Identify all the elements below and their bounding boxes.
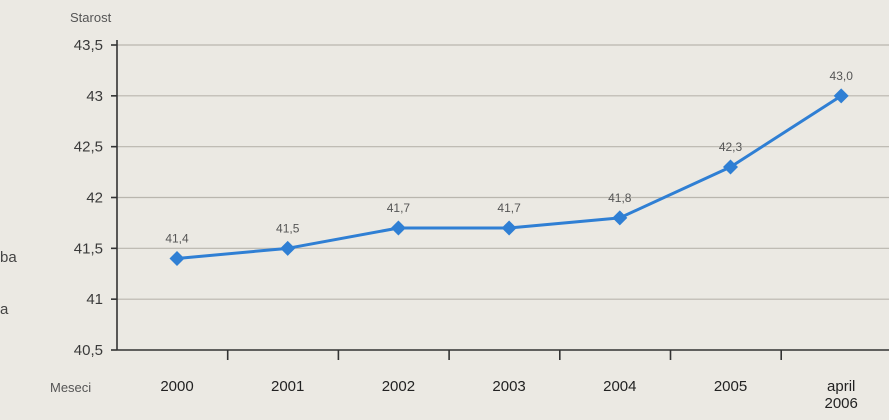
y-tick-labels: 40,5 41 41,5 42 42,5 43 43,5 — [74, 37, 103, 359]
cropped-text-fragment: ba — [0, 249, 17, 266]
x-tick-label: april 2006 — [825, 378, 858, 412]
x-tick-label: 2005 — [714, 378, 747, 395]
x-tick-label: 2001 — [271, 378, 304, 395]
y-tick-label: 43 — [86, 88, 103, 105]
data-label: 41,7 — [497, 201, 521, 215]
cropped-text-fragment: a — [0, 301, 9, 318]
y-tick-label: 42 — [86, 190, 103, 207]
y-tick-label: 40,5 — [74, 342, 103, 359]
y-axis-title: Starost — [70, 10, 112, 25]
data-point-marker — [169, 251, 185, 266]
series-markers — [169, 88, 849, 266]
x-tick-labels: 2000 2001 2002 2003 2004 2005 april 2006 — [160, 378, 858, 412]
data-point-marker — [833, 88, 849, 104]
y-tick-label: 41,5 — [74, 240, 103, 257]
y-tick-label: 43,5 — [74, 37, 103, 54]
data-label: 42,3 — [719, 140, 743, 154]
y-tick-label: 41 — [86, 291, 103, 308]
data-label: 43,0 — [830, 69, 854, 83]
axes — [116, 40, 889, 360]
y-tick-label: 42,5 — [74, 139, 103, 156]
gridlines — [111, 44, 889, 351]
data-label: 41,4 — [165, 232, 189, 246]
data-labels: 41,4 41,5 41,7 41,7 41,8 42,3 43,0 — [165, 69, 853, 246]
x-tick-label: 2003 — [492, 378, 525, 395]
data-label: 41,7 — [387, 201, 411, 215]
x-axis-title: Meseci — [50, 380, 91, 395]
data-point-marker — [612, 210, 628, 226]
x-tick-label: 2002 — [382, 378, 415, 395]
data-label: 41,5 — [276, 221, 300, 235]
data-point-marker — [280, 240, 296, 256]
x-tick-label: 2004 — [603, 378, 636, 395]
x-tick-label: 2000 — [160, 378, 193, 395]
data-point-marker — [723, 159, 738, 175]
data-point-marker — [390, 220, 406, 236]
data-label: 41,8 — [608, 191, 632, 205]
data-point-marker — [501, 220, 517, 236]
